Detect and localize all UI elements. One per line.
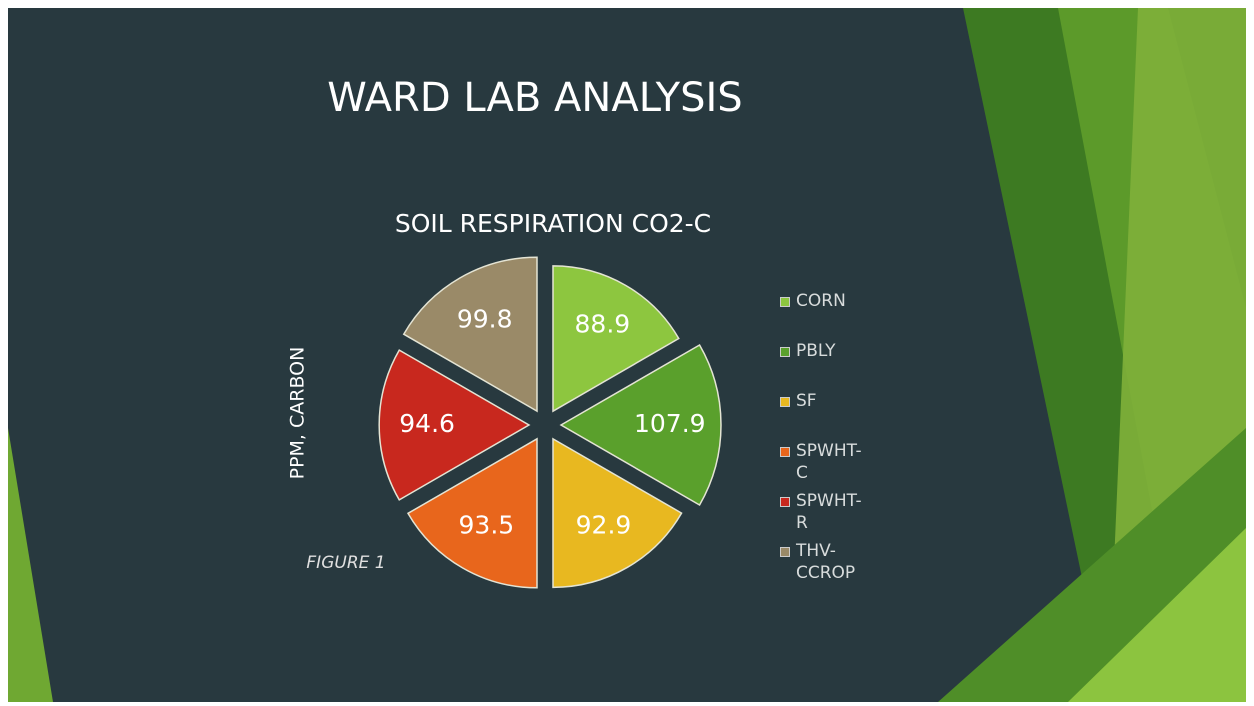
deco [8, 428, 53, 702]
legend-label: SF [796, 391, 817, 411]
slide-title: WARD LAB ANALYSIS [327, 75, 742, 121]
chart: WARD LAB ANALYSIS SOIL RESPIRATION CO2-C… [8, 8, 1246, 702]
chart-title: SOIL RESPIRATION CO2-C [395, 209, 711, 238]
legend-label: PBLY [796, 341, 836, 361]
legend-item: SPWHT-R [780, 490, 900, 540]
deco [1068, 528, 1246, 702]
legend-swatch [780, 497, 790, 507]
slice [406, 437, 538, 589]
legend-swatch [780, 547, 790, 557]
slice [552, 437, 683, 589]
legend-swatch [780, 297, 790, 307]
legend-item: THV-CCROP [780, 540, 900, 590]
slice [402, 256, 538, 413]
slide: WARD LAB ANALYSIS SOIL RESPIRATION CO2-C… [8, 8, 1246, 702]
legend-label: SPWHT-R [796, 491, 862, 533]
legend-swatch [780, 447, 790, 457]
data-label: 88.9 [575, 310, 631, 339]
legend-label: CORN [796, 291, 846, 311]
data-label: 94.6 [399, 409, 455, 438]
legend: CORN PBLY SF SPWHT-C SPWHT-R THV-CCROP [780, 290, 900, 590]
legend-item: CORN [780, 290, 900, 340]
legend-swatch [780, 347, 790, 357]
data-label: 99.8 [457, 305, 513, 334]
y-axis-label: PPM, CARBON [287, 347, 309, 480]
data-label: 107.9 [634, 409, 706, 438]
annotation: FIGURE 1 [306, 553, 385, 573]
legend-swatch [780, 397, 790, 407]
legend-label: THV-CCROP [796, 541, 856, 583]
legend-item: PBLY [780, 340, 900, 390]
slice [552, 265, 680, 413]
legend-item: SF [780, 390, 900, 440]
legend-label: SPWHT-C [796, 441, 862, 483]
legend-item: SPWHT-C [780, 440, 900, 490]
data-label: 93.5 [459, 511, 515, 540]
slice [378, 349, 531, 501]
slice [559, 343, 722, 507]
data-label: 92.9 [576, 510, 632, 539]
